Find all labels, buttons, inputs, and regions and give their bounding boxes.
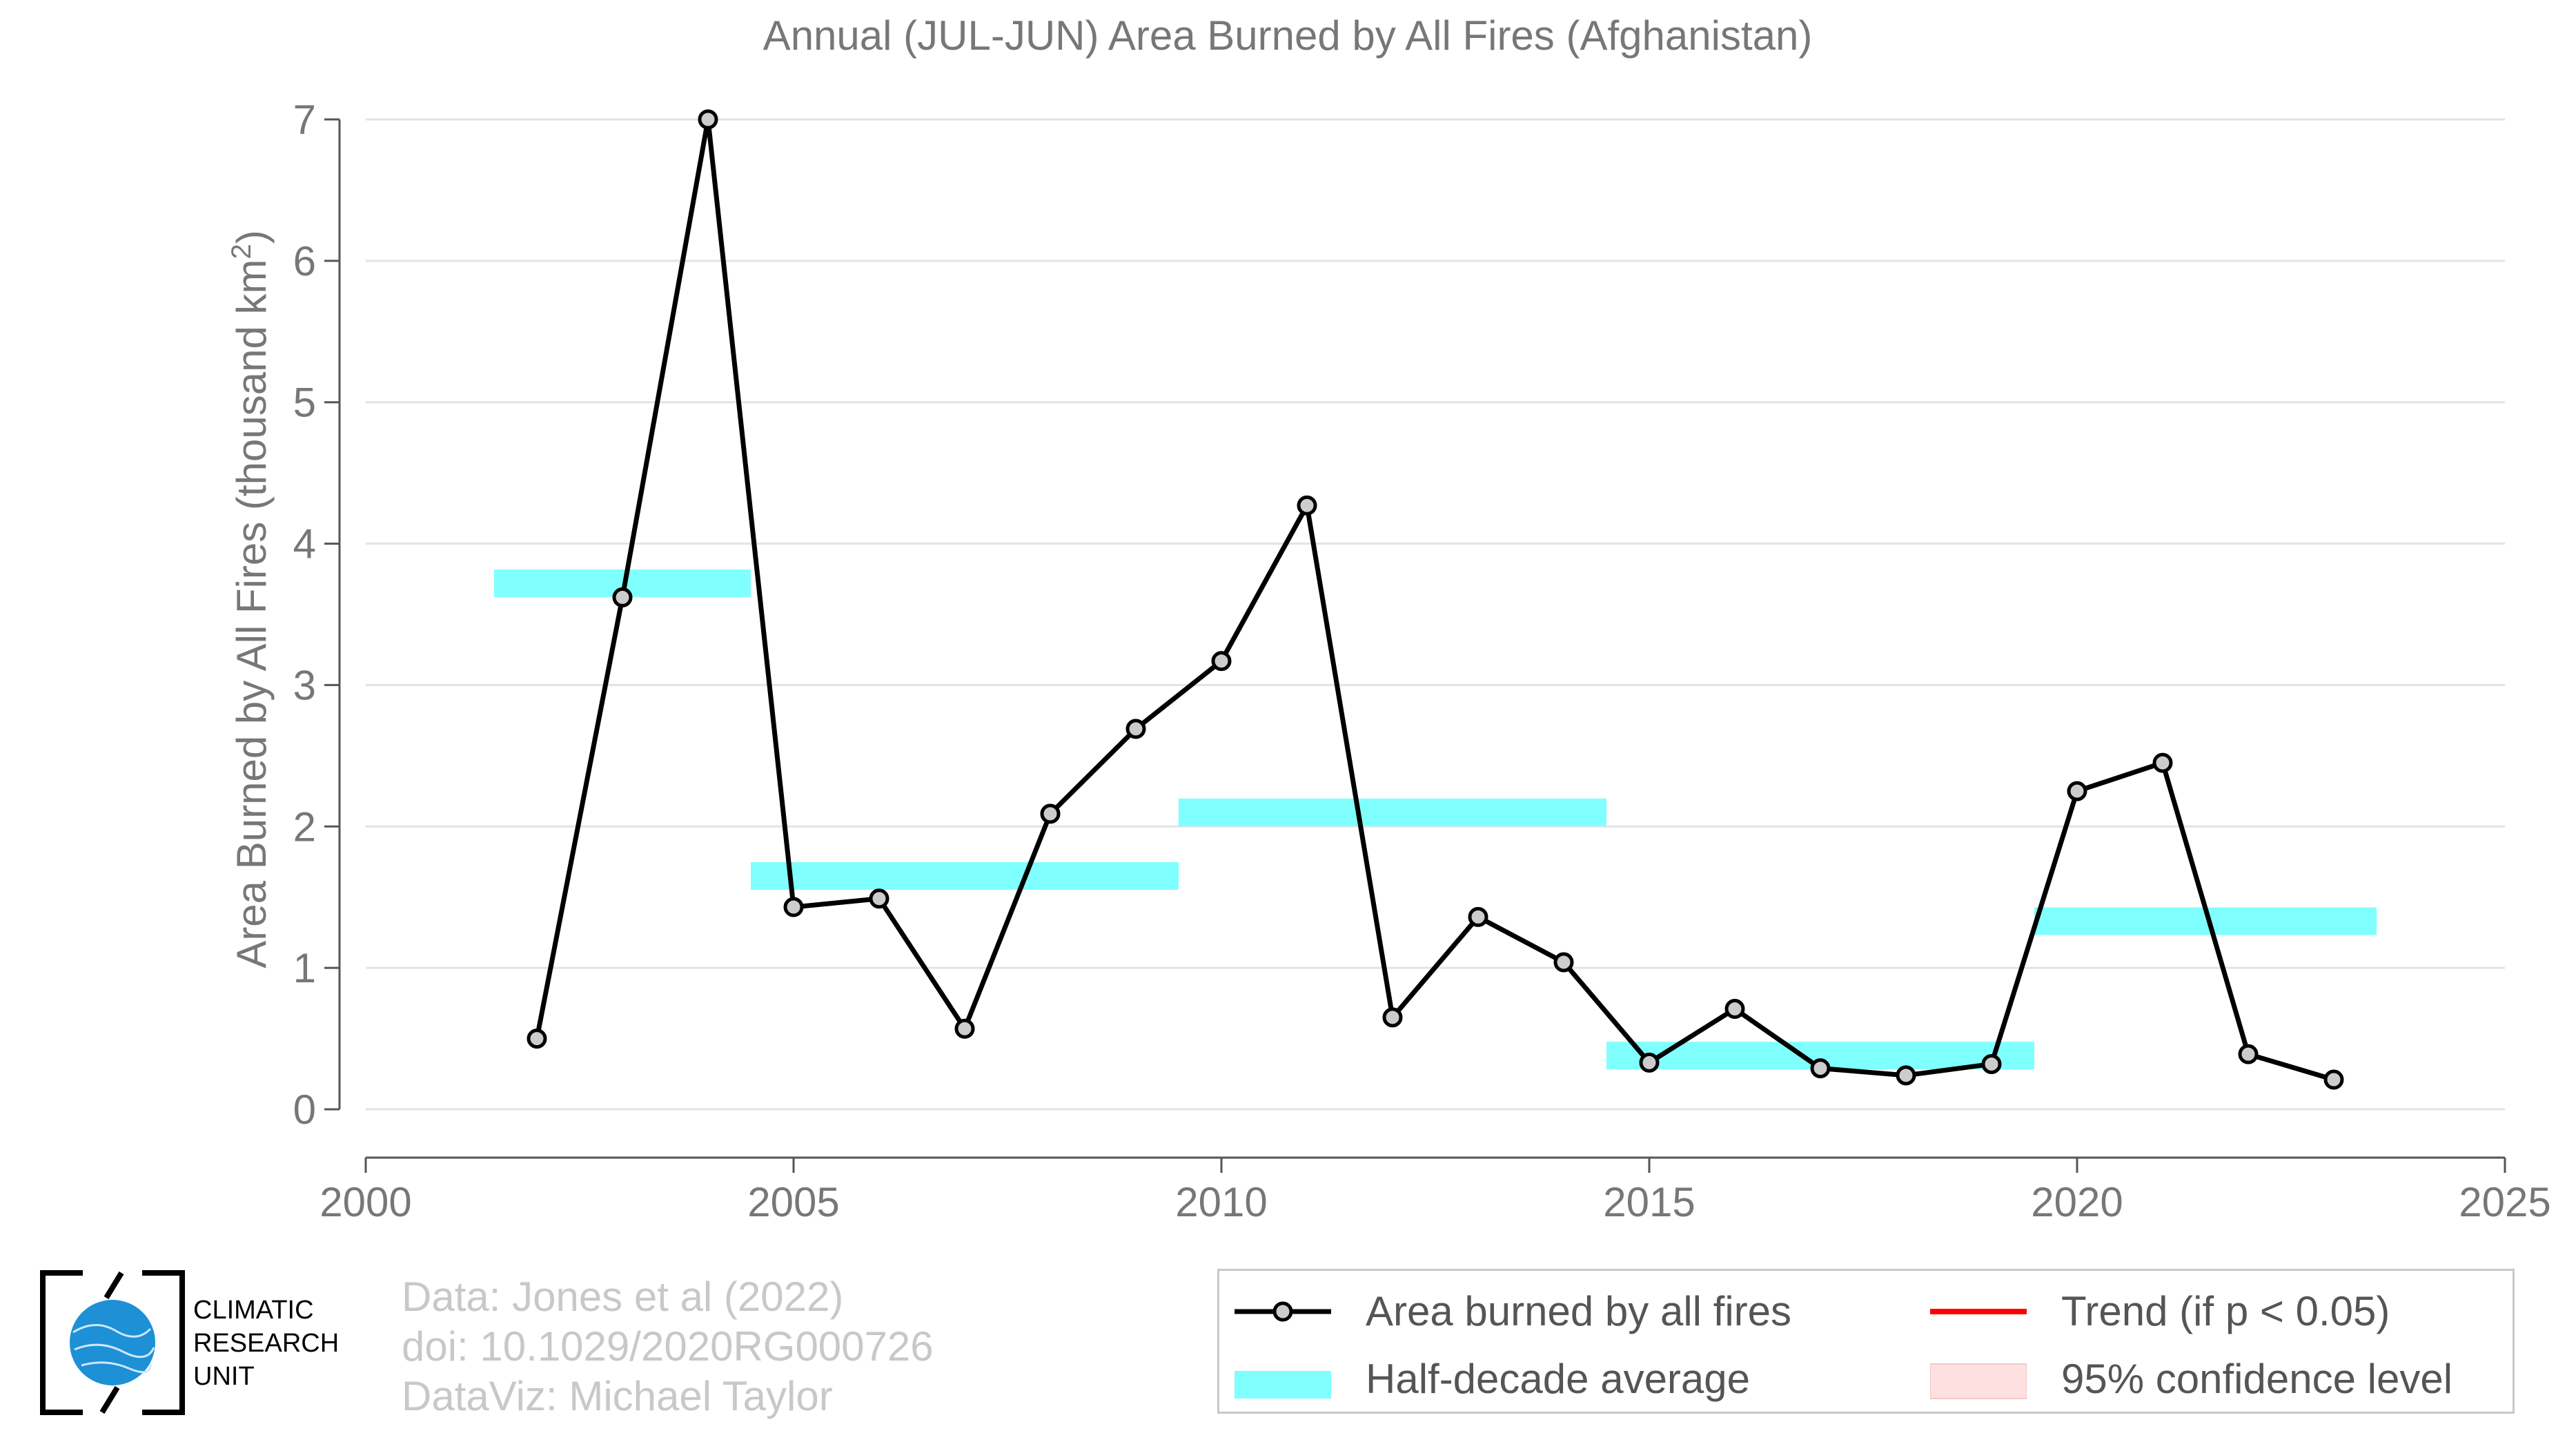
half-decade-average-bar xyxy=(751,861,1179,890)
legend-item-half-decade: Half-decade average xyxy=(1235,1355,1750,1403)
y-tick-label: 3 xyxy=(293,662,316,708)
data-point xyxy=(1382,1007,1403,1028)
x-tick-label: 2015 xyxy=(1603,1179,1695,1225)
data-point xyxy=(2067,781,2087,801)
legend-label-trend: Trend (if p < 0.05) xyxy=(2061,1288,2390,1334)
y-axis-label: Area Burned by All Fires (thousand km2) xyxy=(226,230,275,968)
data-point xyxy=(783,897,804,917)
half-decade-average-bars xyxy=(494,569,2377,1070)
y-tick-label: 1 xyxy=(293,945,316,991)
half-decade-average-bar xyxy=(1179,798,1606,826)
data-point xyxy=(2323,1069,2344,1090)
data-credits: Data: Jones et al (2022) doi: 10.1029/20… xyxy=(402,1272,934,1421)
legend-confidence-swatch xyxy=(1929,1359,2027,1400)
data-point xyxy=(869,888,889,909)
y-tick-label: 7 xyxy=(293,97,316,143)
series-points xyxy=(527,109,2344,1090)
data-point xyxy=(1553,952,1574,973)
cru-logo-text: CLIMATIC RESEARCH UNIT xyxy=(193,1294,339,1393)
x-tick-label: 2010 xyxy=(1175,1179,1267,1225)
credit-data-source: Data: Jones et al (2022) xyxy=(402,1274,844,1320)
data-point xyxy=(1040,804,1061,824)
data-point xyxy=(1125,719,1146,739)
legend-item-confidence: 95% confidence level xyxy=(1929,1355,2453,1403)
x-tick-label: 2025 xyxy=(2459,1179,2550,1225)
series-line xyxy=(534,117,2334,1082)
data-point xyxy=(1211,651,1232,672)
credit-dataviz: DataViz: Michael Taylor xyxy=(402,1373,833,1419)
chart-title: Annual (JUL-JUN) Area Burned by All Fire… xyxy=(763,12,1813,59)
x-tick-label: 2005 xyxy=(747,1179,839,1225)
legend-label-confidence: 95% confidence level xyxy=(2061,1356,2453,1402)
legend-label-half-decade: Half-decade average xyxy=(1366,1356,1751,1402)
data-point xyxy=(1981,1053,2002,1074)
data-point xyxy=(1297,495,1317,516)
x-tick-label: 2020 xyxy=(2031,1179,2123,1225)
data-point xyxy=(1468,906,1488,927)
data-point xyxy=(1639,1052,1660,1073)
legend-item-trend: Trend (if p < 0.05) xyxy=(1930,1287,2390,1335)
legend: Area burned by all fires Half-decade ave… xyxy=(1217,1269,2515,1414)
y-tick-label: 4 xyxy=(293,521,316,567)
y-tick-label: 5 xyxy=(293,380,316,426)
legend-trend-swatch xyxy=(1930,1291,2027,1332)
data-point xyxy=(954,1018,975,1039)
axes: 0 1 2 3 4 5 6 7 2000 2005 2010 2015 2020 2025 xyxy=(293,97,2551,1225)
cru-globe-icon xyxy=(40,1270,185,1415)
credit-doi: doi: 10.1029/2020RG000726 xyxy=(402,1323,934,1370)
data-point xyxy=(1896,1065,1916,1086)
chart-area: Annual (JUL-JUN) Area Burned by All Fire… xyxy=(226,12,2551,1225)
legend-label-series: Area burned by all fires xyxy=(1366,1288,1791,1334)
cru-logo: CLIMATIC RESEARCH UNIT xyxy=(40,1270,385,1415)
logo-line-2: RESEARCH xyxy=(193,1329,340,1358)
data-point xyxy=(2152,752,2173,773)
area-burned-line xyxy=(534,117,2334,1082)
data-point xyxy=(2238,1044,2259,1064)
y-tick-label: 6 xyxy=(293,238,316,284)
legend-item-series: Area burned by all fires xyxy=(1235,1287,1791,1335)
gridlines xyxy=(366,118,2505,1111)
data-point xyxy=(612,587,633,607)
logo-line-1: CLIMATIC xyxy=(193,1296,314,1325)
x-tick-label: 2000 xyxy=(319,1179,411,1225)
data-point xyxy=(1810,1058,1831,1079)
data-point xyxy=(698,109,718,130)
data-point xyxy=(527,1029,547,1049)
logo-line-3: UNIT xyxy=(193,1362,255,1391)
legend-band-swatch xyxy=(1235,1359,1331,1400)
y-tick-label: 2 xyxy=(293,804,316,850)
data-point xyxy=(1724,999,1745,1020)
legend-line-marker-swatch xyxy=(1235,1291,1331,1332)
y-tick-label: 0 xyxy=(293,1087,316,1133)
